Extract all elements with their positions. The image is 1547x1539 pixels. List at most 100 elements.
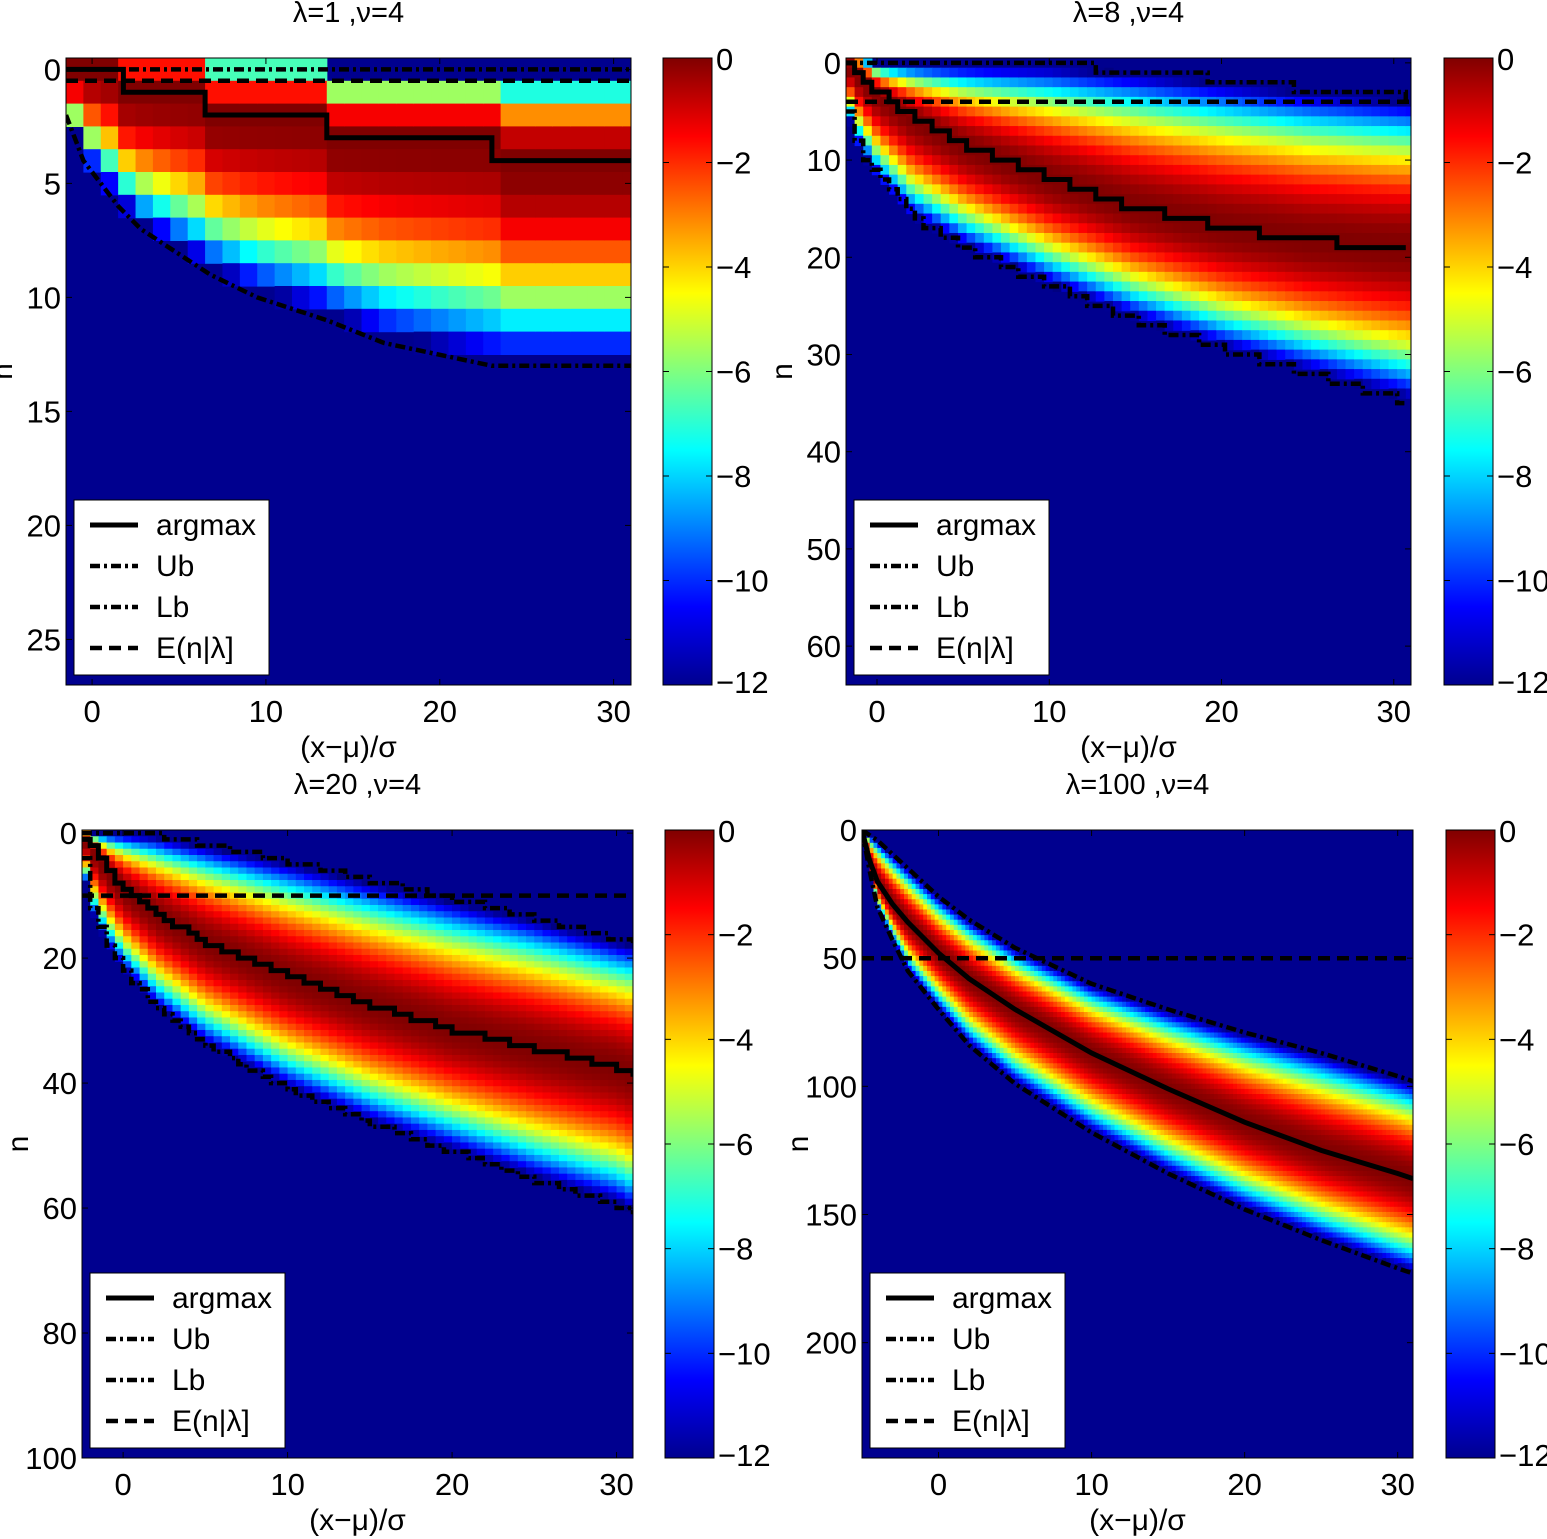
heatmap-cell: [460, 979, 470, 987]
heatmap-cell: [934, 960, 940, 967]
colorbar-tick-label: −4: [718, 1022, 753, 1057]
heatmap-cell: [114, 904, 124, 912]
heatmap-cell: [1345, 145, 1355, 156]
heatmap-cell: [1302, 194, 1312, 205]
heatmap-cell: [600, 1173, 609, 1181]
heatmap-cell: [552, 240, 571, 264]
heatmap-cell: [386, 904, 396, 912]
heatmap-cell: [1328, 252, 1338, 263]
heatmap-cell: [938, 919, 943, 926]
heatmap-cell: [246, 948, 256, 956]
heatmap-cell: [1035, 155, 1045, 166]
heatmap-cell: [1242, 301, 1252, 312]
heatmap-cell: [1388, 291, 1398, 302]
heatmap-cell: [600, 1073, 609, 1081]
heatmap-cell: [123, 967, 132, 975]
heatmap-cell: [624, 942, 633, 950]
heatmap-cell: [953, 970, 959, 977]
heatmap-cell: [1250, 330, 1261, 341]
heatmap-cell: [1181, 262, 1192, 273]
heatmap-cell: [1293, 223, 1304, 234]
heatmap-cell: [1354, 96, 1364, 108]
heatmap-cell: [353, 1042, 363, 1050]
heatmap-cell: [443, 1117, 453, 1125]
heatmap-cell: [1138, 106, 1149, 117]
heatmap-cell: [427, 1092, 437, 1100]
heatmap-cell: [435, 1073, 445, 1081]
heatmap-cell: [328, 911, 338, 919]
heatmap-cell: [1405, 223, 1411, 234]
heatmap-cell: [938, 929, 943, 936]
heatmap-cell: [1199, 164, 1209, 176]
heatmap-cell: [287, 942, 297, 950]
heatmap-cell: [911, 950, 917, 957]
heatmap-cell: [1035, 174, 1045, 185]
heatmap-cell: [345, 998, 354, 1006]
heatmap-cell: [880, 106, 890, 117]
heatmap-cell: [246, 911, 256, 919]
heatmap-cell: [320, 1092, 330, 1100]
heatmap-cell: [1061, 106, 1071, 117]
heatmap-cell: [558, 973, 568, 981]
heatmap-cell: [975, 135, 985, 147]
heatmap-cell: [118, 149, 137, 173]
heatmap-cell: [1199, 281, 1209, 292]
heatmap-cell: [262, 948, 272, 956]
heatmap-cell: [854, 96, 864, 108]
heatmap-cell: [1293, 194, 1304, 205]
heatmap-cell: [953, 960, 959, 967]
legend-box: [853, 499, 1050, 676]
heatmap-cell: [946, 986, 951, 993]
heatmap-cell: [336, 1098, 346, 1106]
heatmap-cell: [1009, 252, 1019, 263]
heatmap-cell: [304, 911, 313, 919]
heatmap-cell: [1405, 271, 1411, 283]
heatmap-cell: [550, 1004, 560, 1012]
heatmap-cell: [953, 955, 959, 962]
heatmap-cell: [188, 904, 198, 912]
heatmap-cell: [965, 1017, 970, 1023]
heatmap-cell: [345, 979, 354, 987]
heatmap-cell: [1156, 310, 1166, 322]
heatmap-cell: [517, 1086, 527, 1094]
heatmap-cell: [1259, 339, 1269, 351]
heatmap-cell: [164, 961, 174, 969]
heatmap-cell: [410, 898, 420, 906]
heatmap-cell: [1371, 164, 1381, 176]
heatmap-cell: [972, 950, 978, 957]
heatmap-cell: [386, 898, 396, 906]
heatmap-cell: [517, 1054, 527, 1062]
heatmap-cell: [1069, 194, 1080, 205]
heatmap-cell: [1130, 116, 1140, 127]
heatmap-cell: [900, 945, 905, 952]
heatmap-cell: [969, 1032, 974, 1039]
heatmap-cell: [419, 904, 428, 912]
heatmap-cell: [262, 1048, 272, 1056]
heatmap-cell: [1336, 281, 1347, 292]
heatmap-cell: [976, 950, 982, 957]
heatmap-cell: [1276, 223, 1286, 234]
heatmap-cell: [1181, 194, 1192, 205]
heatmap-cell: [1052, 203, 1062, 215]
heatmap-cell: [82, 861, 91, 869]
heatmap-cell: [452, 1004, 461, 1012]
heatmap-cell: [320, 948, 330, 956]
heatmap-cell: [930, 970, 936, 977]
heatmap-cell: [1044, 155, 1054, 166]
heatmap-cell: [906, 174, 916, 185]
heatmap-cell: [583, 1086, 593, 1094]
heatmap-cell: [188, 979, 198, 987]
heatmap-cell: [900, 899, 905, 905]
heatmap-cell: [509, 948, 519, 956]
heatmap-cell: [484, 979, 494, 987]
chart-title: λ=8 ,ν=4: [1073, 0, 1184, 29]
heatmap-cell: [156, 886, 165, 894]
heatmap-cell: [949, 126, 959, 137]
heatmap-cell: [1250, 262, 1261, 273]
heatmap-cell: [1224, 174, 1235, 185]
heatmap-cell: [386, 967, 396, 975]
heatmap-cell: [410, 1104, 420, 1112]
heatmap-cell: [558, 1104, 568, 1112]
heatmap-cell: [888, 904, 894, 911]
heatmap-cell: [1311, 203, 1321, 215]
